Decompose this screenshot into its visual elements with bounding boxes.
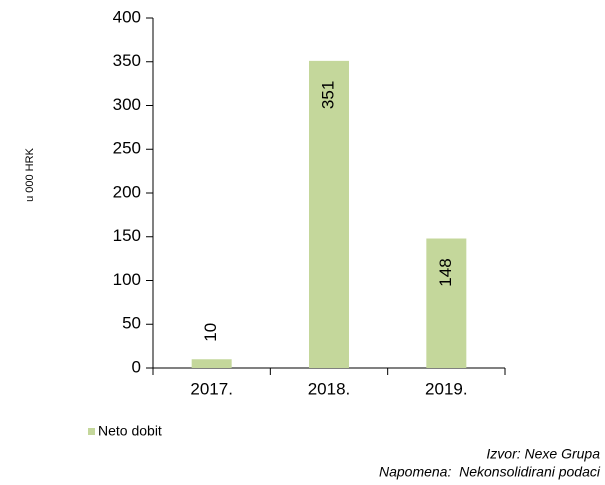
y-tick-label: 0 (132, 357, 141, 376)
y-tick-label: 100 (113, 270, 141, 289)
x-tick-label: 2018. (308, 379, 351, 398)
y-tick-label: 300 (113, 95, 141, 114)
data-label: 10 (201, 323, 220, 342)
y-axis-label: u 000 HRK (24, 147, 36, 201)
y-tick-label: 200 (113, 182, 141, 201)
remark-note: Napomena: Nekonsolidirani podaci (379, 464, 601, 480)
data-label: 148 (436, 258, 455, 286)
source-note: Izvor: Nexe Grupa (486, 446, 600, 462)
x-tick-label: 2017. (190, 379, 233, 398)
x-tick-label: 2019. (425, 379, 468, 398)
data-label: 351 (318, 81, 337, 109)
bar (426, 238, 467, 368)
bar (309, 60, 349, 368)
y-tick-label: 150 (113, 226, 141, 245)
y-tick-label: 50 (122, 314, 141, 333)
legend-label: Neto dobit (98, 423, 162, 439)
legend-swatch (88, 428, 95, 435)
bar (191, 359, 232, 368)
y-tick-label: 400 (113, 7, 141, 26)
y-tick-label: 250 (113, 139, 141, 158)
y-tick-label: 350 (113, 51, 141, 70)
